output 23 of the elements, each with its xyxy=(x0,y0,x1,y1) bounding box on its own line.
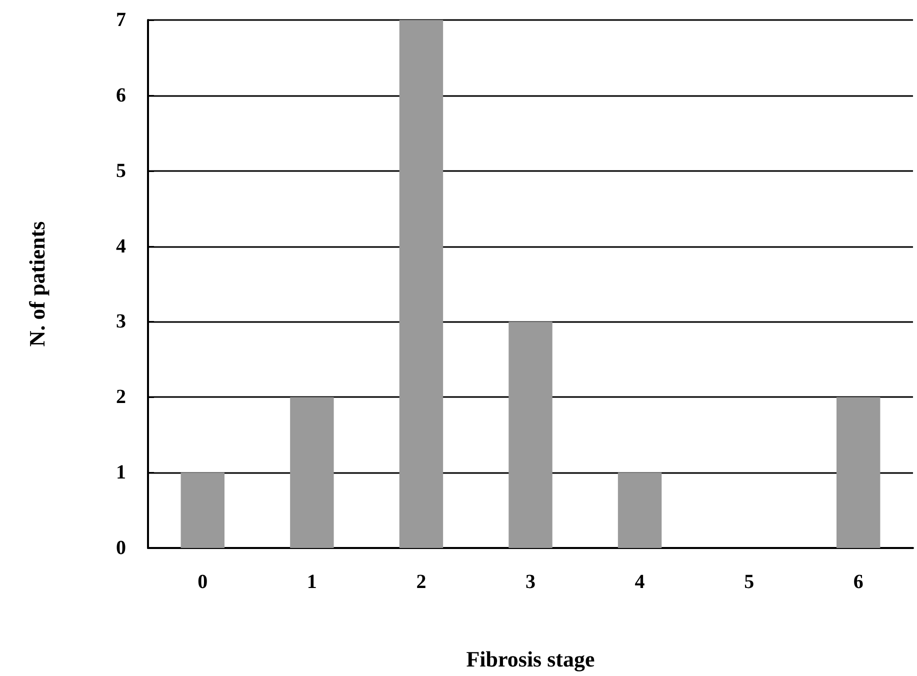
y-tick-label: 3 xyxy=(116,310,126,333)
y-tick-label: 4 xyxy=(116,235,126,258)
x-tick-label: 6 xyxy=(853,571,864,593)
y-tick-label: 1 xyxy=(116,462,126,484)
bar xyxy=(180,472,224,548)
y-tick-label: 0 xyxy=(116,537,126,559)
bar xyxy=(836,397,880,548)
bar xyxy=(290,397,334,548)
x-tick-label: 0 xyxy=(198,571,208,593)
bar xyxy=(508,322,552,548)
x-tick-label: 4 xyxy=(634,571,645,593)
y-tick-label: 7 xyxy=(116,9,126,31)
y-axis-title: N. of patients xyxy=(24,220,50,347)
y-tick-label: 2 xyxy=(116,386,126,408)
bar xyxy=(618,472,662,548)
y-tick-label: 6 xyxy=(116,84,126,106)
y-tick-label: 5 xyxy=(116,160,126,182)
bar xyxy=(399,20,444,548)
x-tick-label: 2 xyxy=(416,571,426,593)
x-tick-label: 5 xyxy=(744,571,754,593)
x-tick-label: 1 xyxy=(306,571,317,593)
x-tick-label: 3 xyxy=(526,571,536,593)
x-axis-title: Fibrosis stage xyxy=(466,646,596,672)
